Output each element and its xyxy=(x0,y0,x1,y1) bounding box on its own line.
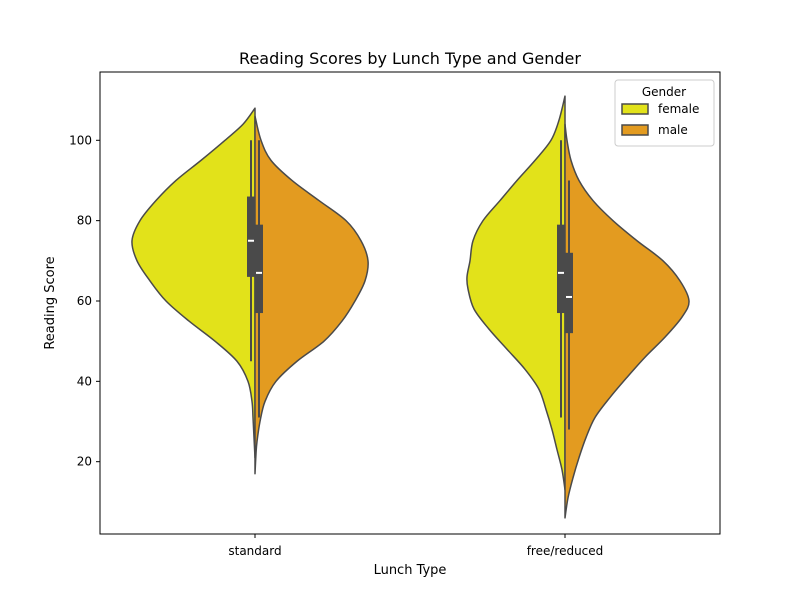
violin-male-standard xyxy=(254,115,369,475)
y-tick-label: 80 xyxy=(77,214,92,228)
legend-label-female: female xyxy=(658,102,699,116)
legend-swatch-female xyxy=(621,103,649,115)
legend: Gender female male xyxy=(614,79,715,147)
chart-title: Reading Scores by Lunch Type and Gender xyxy=(239,49,581,68)
y-tick-label: 100 xyxy=(69,133,92,147)
y-tick-label: 60 xyxy=(77,294,92,308)
box-layer xyxy=(247,140,573,430)
violin-female-freereduced xyxy=(466,95,566,491)
legend-entries: female male xyxy=(621,102,699,137)
iqr-box-male xyxy=(255,224,263,314)
x-tick-label: standard xyxy=(228,544,281,558)
y-tick-label: 40 xyxy=(77,374,92,388)
legend-label-male: male xyxy=(658,123,688,137)
plot-frame xyxy=(99,71,721,535)
x-tick-label: free/reduced xyxy=(527,544,604,558)
x-axis-label: Lunch Type xyxy=(374,563,447,578)
iqr-box-female xyxy=(247,196,255,277)
y-axis: 20 40 60 80 100 xyxy=(69,133,100,469)
x-axis: standard free/reduced xyxy=(228,534,603,558)
iqr-box-female xyxy=(557,224,565,314)
violin-male-freereduced xyxy=(564,123,690,519)
y-axis-label: Reading Score xyxy=(43,256,58,349)
iqr-box-male xyxy=(565,252,573,334)
violins-layer xyxy=(131,95,690,519)
legend-title: Gender xyxy=(642,85,686,99)
y-tick-label: 20 xyxy=(77,455,92,469)
legend-swatch-male xyxy=(621,124,649,136)
violin-female-standard xyxy=(131,107,256,459)
